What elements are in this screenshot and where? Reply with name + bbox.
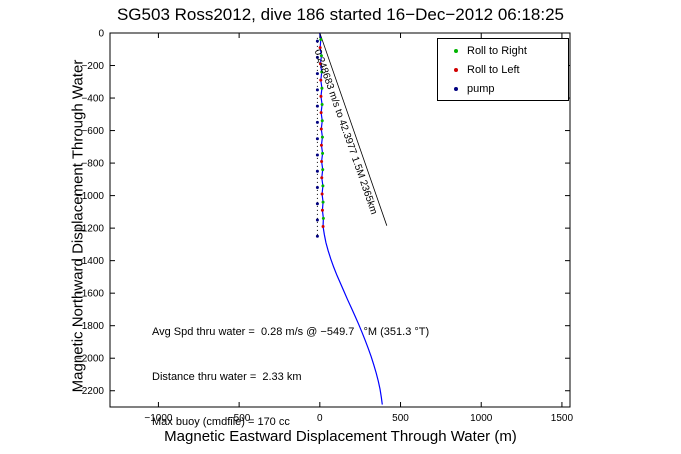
y-tick-label: −1200 [76,224,105,235]
pump-marker [315,202,319,206]
pump-marker [315,185,319,189]
roll-to-left-marker [319,143,323,147]
stats-block: Avg Spd thru water = 0.28 m/s @ −549.7 °… [152,295,429,454]
legend-item-roll-right: Roll to Right [438,41,568,60]
x-tick-label: 1000 [470,413,493,424]
roll-to-right-marker [320,119,324,123]
y-tick-label: −600 [81,126,104,137]
legend-label: Roll to Left [467,63,520,76]
pump-marker [315,137,319,141]
pump-marker [315,218,319,222]
legend-item-pump: pump [438,79,568,98]
x-tick-label: 1500 [551,413,574,424]
y-tick-label: −1800 [76,321,105,332]
roll-to-left-marker [321,225,325,229]
roll-to-right-marker [320,135,324,139]
y-tick-label: −2200 [76,386,105,397]
roll-to-left-marker [320,208,324,212]
roll-to-right-marker [321,184,325,188]
plot-title: SG503 Ross2012, dive 186 started 16−Dec−… [116,5,565,24]
pump-marker [315,153,319,157]
roll-left-marker-icon [454,67,458,72]
y-tick-label: −1000 [76,191,105,202]
roll-to-left-marker [319,127,323,131]
roll-to-left-marker [320,192,324,196]
roll-to-left-marker [318,62,322,66]
roll-to-left-marker [318,46,322,50]
x-tick-label: −1000 [144,413,173,424]
roll-to-right-marker [321,216,325,220]
bearing-to-target-line [319,32,388,226]
pump-marker [315,55,319,59]
pump-marker [315,169,319,173]
y-tick-label: 0 [98,29,104,40]
y-tick-label: −400 [81,94,104,105]
legend-label: pump [467,82,495,95]
roll-to-right-marker [321,151,325,155]
roll-to-right-marker [320,86,324,90]
y-tick-label: −200 [81,61,104,72]
y-tick-label: −800 [81,159,104,170]
roll-to-right-marker [320,70,324,74]
axes-box [109,32,571,408]
x-tick-label: 500 [392,413,409,424]
x-axis-label: Magnetic Eastward Displacement Through W… [164,428,517,445]
roll-right-marker-icon [454,48,458,53]
roll-to-left-marker [320,159,324,163]
roll-to-left-marker [320,176,324,180]
stat-avg-speed: Avg Spd thru water = 0.28 m/s @ −549.7 °… [152,326,430,338]
stat-distance: Distance thru water = 2.33 km [152,371,302,383]
pump-marker [315,234,319,238]
roll-to-right-marker [321,168,325,172]
pump-marker [315,88,319,92]
roll-to-left-marker [319,78,323,82]
y-tick-label: −1600 [76,289,105,300]
pump-marker [315,39,319,43]
y-tick-label: −2000 [76,354,105,365]
roll-to-right-marker [319,54,323,58]
roll-to-right-marker [321,200,325,204]
roll-to-left-marker [319,94,323,98]
legend-label: Roll to Right [467,44,527,57]
pump-marker [315,104,319,108]
x-tick-label: 0 [317,413,323,424]
pump-marker [315,72,319,76]
x-tick-label: −500 [228,413,251,424]
stat-max-buoy: Max buoy (cmdfile) = 170 cc [152,416,290,428]
roll-to-right-marker [320,103,324,107]
pump-marker-icon [454,86,458,91]
roll-to-right-marker [319,38,323,42]
y-tick-label: −1400 [76,256,105,267]
roll-to-left-marker [319,111,323,115]
pump-marker [315,120,319,124]
legend: Roll to Right Roll to Left pump [437,38,569,101]
legend-item-roll-left: Roll to Left [438,60,568,79]
